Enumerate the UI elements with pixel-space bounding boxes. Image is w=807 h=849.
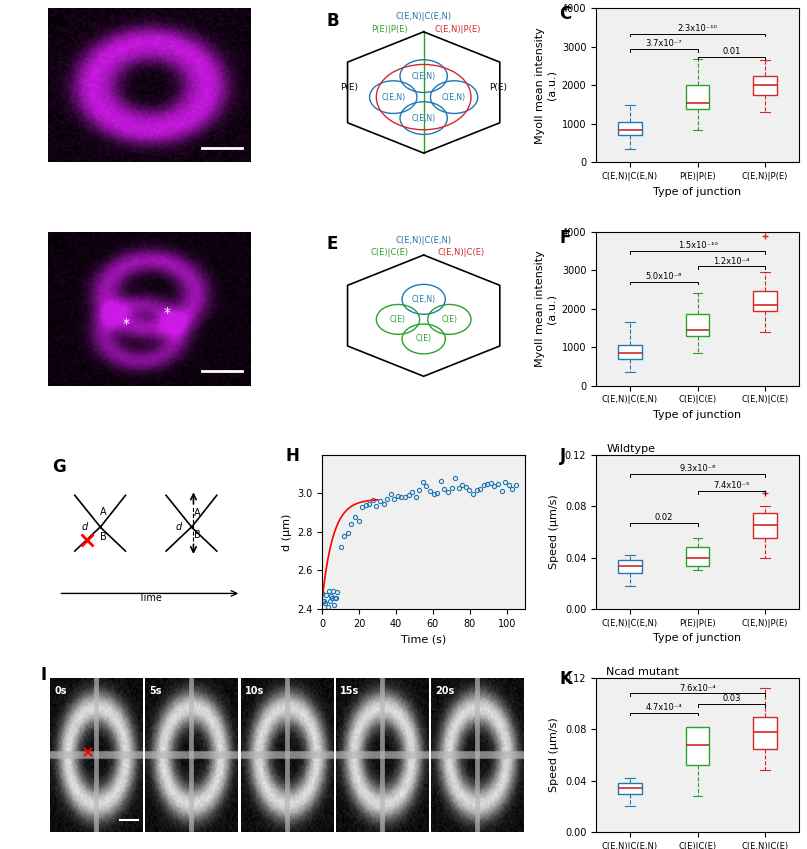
- Text: 4.7x10⁻⁴: 4.7x10⁻⁴: [646, 703, 682, 712]
- Text: 3.7x10⁻⁷: 3.7x10⁻⁷: [646, 39, 682, 48]
- FancyBboxPatch shape: [618, 346, 642, 358]
- Text: C(E): C(E): [390, 315, 406, 323]
- Text: J: J: [559, 447, 566, 465]
- FancyBboxPatch shape: [618, 560, 642, 573]
- Text: C(E): C(E): [441, 315, 458, 323]
- Text: C: C: [559, 5, 572, 24]
- Text: P(E): P(E): [341, 83, 358, 93]
- Text: 2.3x10⁻¹⁰: 2.3x10⁻¹⁰: [678, 24, 717, 33]
- Text: d: d: [175, 522, 182, 532]
- Text: K: K: [559, 671, 572, 689]
- Text: Wildtype: Wildtype: [606, 444, 655, 454]
- Text: D: D: [52, 235, 66, 253]
- Text: C(E,N): C(E,N): [412, 71, 436, 81]
- Text: H: H: [286, 447, 299, 465]
- Text: 9.3x10⁻⁶: 9.3x10⁻⁶: [679, 464, 716, 474]
- Text: Ncad mutant: Ncad mutant: [606, 667, 679, 678]
- FancyBboxPatch shape: [753, 291, 777, 311]
- Text: B: B: [194, 530, 201, 540]
- FancyBboxPatch shape: [753, 513, 777, 538]
- Text: P(E): P(E): [489, 83, 507, 93]
- Text: C(E,N): C(E,N): [442, 93, 466, 102]
- Text: C(E)|C(E): C(E)|C(E): [370, 248, 409, 257]
- Text: 10s: 10s: [245, 687, 264, 696]
- Text: F: F: [559, 228, 571, 246]
- Text: I: I: [40, 666, 47, 683]
- Text: E: E: [326, 235, 337, 253]
- Text: 0.01: 0.01: [722, 47, 741, 56]
- Text: d: d: [82, 522, 88, 532]
- FancyBboxPatch shape: [618, 784, 642, 794]
- FancyBboxPatch shape: [753, 717, 777, 749]
- Text: A: A: [194, 509, 201, 519]
- Text: C(E,N)|C(E): C(E,N)|C(E): [437, 248, 484, 257]
- Text: 5.0x10⁻⁶: 5.0x10⁻⁶: [646, 272, 682, 281]
- Text: 15s: 15s: [340, 687, 359, 696]
- Text: C(E,N): C(E,N): [412, 114, 436, 122]
- Text: A: A: [100, 507, 107, 516]
- X-axis label: Time (s): Time (s): [401, 634, 446, 644]
- Text: 0s: 0s: [54, 687, 67, 696]
- X-axis label: Type of junction: Type of junction: [654, 410, 742, 420]
- Text: C(E,N): C(E,N): [381, 93, 405, 102]
- FancyBboxPatch shape: [686, 727, 709, 765]
- Text: Time: Time: [138, 593, 161, 603]
- FancyBboxPatch shape: [686, 314, 709, 335]
- Y-axis label: MyoII mean intensity
(a.u.): MyoII mean intensity (a.u.): [534, 250, 556, 367]
- Text: 1.5x10⁻¹⁰: 1.5x10⁻¹⁰: [678, 241, 717, 250]
- Text: 1.2x10⁻⁴: 1.2x10⁻⁴: [713, 256, 750, 266]
- X-axis label: Type of junction: Type of junction: [654, 633, 742, 643]
- Y-axis label: Speed (μm/s): Speed (μm/s): [550, 494, 559, 569]
- Y-axis label: d (μm): d (μm): [282, 513, 291, 550]
- Text: C(E,N)|C(E,N): C(E,N)|C(E,N): [395, 235, 452, 245]
- X-axis label: Type of junction: Type of junction: [654, 187, 742, 197]
- Y-axis label: Speed (μm/s): Speed (μm/s): [550, 717, 559, 792]
- Text: 0.02: 0.02: [654, 513, 673, 522]
- Text: B: B: [100, 531, 107, 542]
- FancyBboxPatch shape: [753, 76, 777, 95]
- Text: *: *: [164, 306, 170, 320]
- Text: B: B: [326, 12, 339, 30]
- FancyBboxPatch shape: [686, 86, 709, 109]
- Text: C(E): C(E): [416, 335, 432, 344]
- Text: 0.03: 0.03: [722, 694, 741, 703]
- FancyBboxPatch shape: [686, 548, 709, 566]
- Text: A: A: [52, 12, 65, 30]
- Text: 20s: 20s: [436, 687, 454, 696]
- Text: C(E,N): C(E,N): [412, 295, 436, 304]
- Text: *: *: [123, 317, 130, 331]
- Text: 7.6x10⁻⁴: 7.6x10⁻⁴: [679, 683, 716, 693]
- Text: 5s: 5s: [149, 687, 162, 696]
- FancyBboxPatch shape: [618, 122, 642, 136]
- Text: 7.4x10⁻⁵: 7.4x10⁻⁵: [713, 481, 750, 490]
- Y-axis label: MyoII mean intensity
(a.u.): MyoII mean intensity (a.u.): [534, 27, 556, 143]
- Text: C(E,N)|C(E,N): C(E,N)|C(E,N): [395, 13, 452, 21]
- Text: G: G: [52, 458, 66, 476]
- Text: C(E,N)|P(E): C(E,N)|P(E): [434, 25, 481, 34]
- Text: P(E)|P(E): P(E)|P(E): [371, 25, 408, 34]
